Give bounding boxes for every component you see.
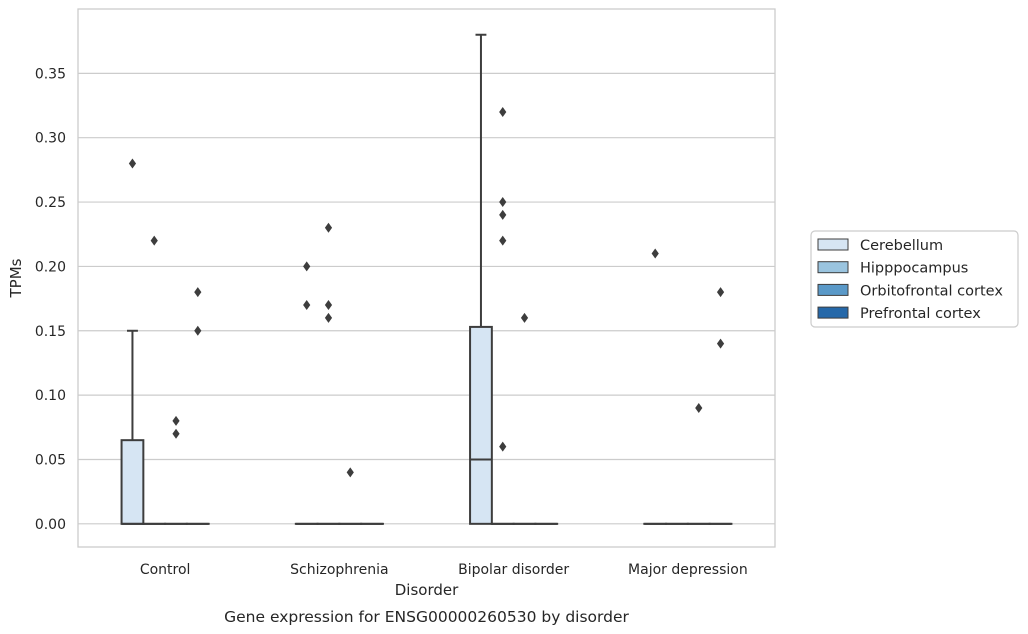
outlier-point — [194, 287, 202, 298]
box-plot — [643, 248, 668, 525]
legend: Cerebellum Hipppocampus Orbitofrontal cort… — [810, 230, 1019, 328]
y-tick-label: 0.00 — [35, 517, 66, 533]
box-plot — [708, 287, 733, 525]
outlier-point — [194, 325, 202, 336]
outlier-point — [324, 222, 333, 233]
box-plot — [338, 467, 363, 525]
outlier-point — [172, 428, 180, 439]
outlier-point — [150, 235, 158, 246]
outlier-point — [499, 209, 507, 220]
outlier-point — [651, 248, 659, 259]
outlier-point — [716, 287, 725, 298]
y-tick-label: 0.15 — [35, 324, 66, 340]
y-axis-label: TPMs — [7, 258, 25, 298]
legend-frame — [810, 230, 1019, 328]
legend-swatch — [817, 306, 849, 319]
grid-lines — [78, 72, 775, 525]
legend-label: Cerebellum — [860, 238, 943, 254]
box-plot — [294, 261, 319, 525]
outlier-point — [324, 300, 333, 311]
x-tick-label: Major depression — [628, 562, 748, 578]
outlier-point — [346, 467, 354, 478]
box — [120, 439, 145, 525]
plot-area-frame — [77, 8, 776, 548]
legend-label: Hipppocampus — [860, 261, 968, 277]
y-tick-label: 0.10 — [35, 388, 66, 404]
legend-swatch — [817, 261, 849, 274]
legend-label: Orbitofrontal cortex — [860, 283, 1003, 299]
y-tick-labels: 0.00 0.05 0.10 0.15 0.20 0.25 0.30 0.35 — [35, 66, 66, 532]
outlier-point — [499, 441, 507, 452]
box — [469, 325, 493, 525]
outlier-point — [324, 312, 333, 323]
x-axis-label: Disorder — [395, 581, 459, 599]
box-plot — [142, 235, 167, 525]
box-plot — [185, 287, 210, 525]
box-plot — [120, 158, 145, 525]
outlier-point — [172, 415, 180, 426]
outlier-point — [695, 402, 703, 413]
box-plot — [316, 222, 341, 525]
outlier-point — [520, 312, 529, 323]
legend-swatch — [817, 238, 849, 251]
box-plot — [469, 33, 493, 525]
chart-caption: Gene expression for ENSG00000260530 by d… — [224, 608, 629, 626]
x-tick-label: Bipolar disorder — [458, 562, 569, 578]
y-tick-label: 0.35 — [35, 66, 66, 82]
y-tick-label: 0.30 — [35, 131, 66, 147]
y-tick-label: 0.05 — [35, 452, 66, 468]
outlier-point — [716, 338, 725, 349]
box-plot — [512, 312, 537, 525]
x-tick-label: Schizophrenia — [290, 562, 388, 578]
y-tick-label: 0.25 — [35, 195, 66, 211]
outlier-point — [499, 106, 507, 117]
box-plots — [120, 33, 733, 525]
outlier-point — [499, 235, 507, 246]
box-plot — [686, 402, 711, 525]
y-tick-label: 0.20 — [35, 259, 66, 275]
outlier-point — [128, 158, 137, 169]
outlier-point — [499, 197, 507, 208]
outlier-point — [303, 261, 311, 272]
outlier-point — [303, 300, 311, 311]
box-plot — [164, 415, 188, 525]
box-plot — [490, 106, 515, 525]
x-tick-labels: Control Schizophrenia Bipolar disorder Majo… — [140, 562, 748, 578]
legend-label: Prefrontal cortex — [860, 306, 981, 322]
x-tick-label: Control — [140, 562, 191, 578]
legend-swatch — [817, 283, 849, 296]
